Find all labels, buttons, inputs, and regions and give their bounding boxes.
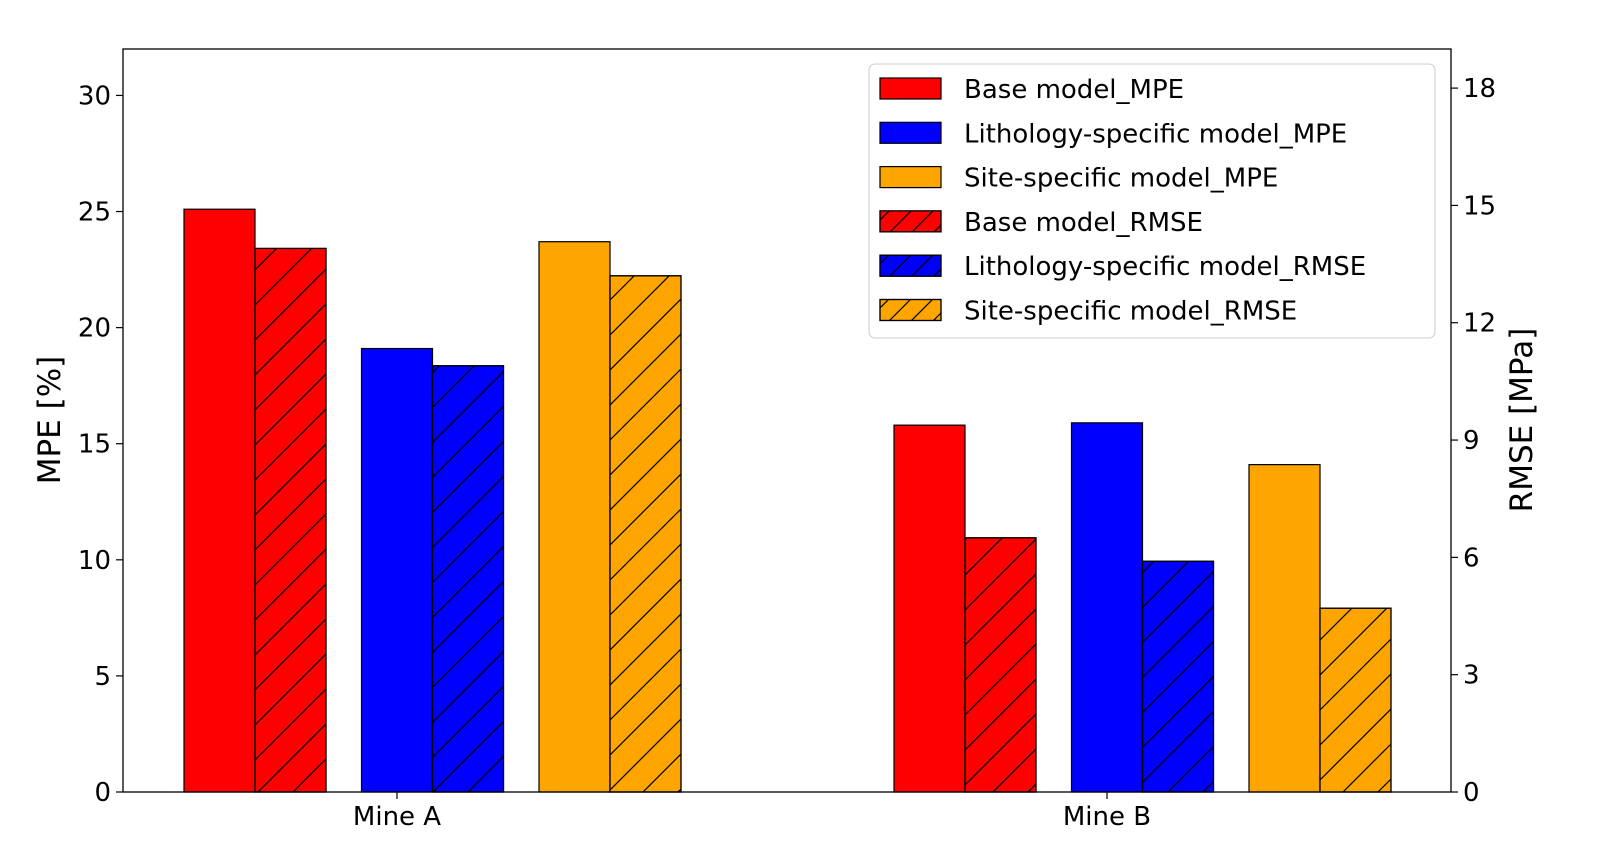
y-tick-label: 20: [78, 314, 111, 344]
legend-label: Lithology-specific model_MPE: [964, 119, 1347, 149]
y2-tick-label: 15: [1463, 191, 1496, 221]
legend-swatch-hatch: [879, 298, 942, 322]
plot-frame: [122, 48, 1452, 793]
bar-hatch: [1141, 560, 1215, 793]
legend-label: Base model_RMSE: [964, 208, 1203, 238]
bar: [183, 208, 256, 793]
left-axis: 0 5 10 15 20 25 30: [78, 81, 123, 808]
y2-tick-label: 12: [1463, 309, 1496, 339]
x-tick-label: Mine A: [353, 802, 441, 832]
bar: [1248, 464, 1321, 793]
y2-tick-label: 9: [1463, 426, 1480, 456]
y-tick-label: 5: [94, 662, 111, 692]
y-tick-label: 10: [78, 546, 111, 576]
bar-hatch: [1319, 607, 1392, 793]
y2-tick-label: 0: [1463, 778, 1480, 808]
legend-swatch-hatch: [879, 254, 942, 277]
bar: [360, 347, 434, 793]
y-tick-label: 15: [78, 430, 111, 460]
legend-label: Site-specific model_RMSE: [964, 297, 1297, 327]
bar-hatch: [609, 275, 682, 793]
y2-axis-label: RMSE [MPa]: [1504, 328, 1540, 513]
y2-tick-label: 6: [1463, 543, 1480, 573]
bar-hatch: [964, 537, 1037, 793]
bar: [538, 241, 611, 793]
x-tick-label: Mine B: [1063, 802, 1151, 832]
bar-hatch: [254, 247, 327, 793]
y-tick-label: 30: [78, 81, 111, 111]
legend-label: Base model_MPE: [964, 75, 1184, 105]
y-tick-label: 0: [94, 778, 111, 808]
legend-label: Lithology-specific model_RMSE: [964, 252, 1366, 282]
x-axis: Mine A Mine B: [353, 792, 1151, 832]
y-tick-label: 25: [78, 198, 111, 228]
y2-tick-label: 18: [1463, 74, 1496, 104]
y-axis-label: MPE [%]: [32, 356, 68, 485]
legend-swatch: [879, 121, 942, 144]
right-axis: 0 3 6 9 12 15 18: [1451, 74, 1496, 808]
bar: [893, 424, 966, 793]
bars-group: [183, 208, 1392, 793]
bar-hatch: [431, 365, 505, 793]
legend-label: Site-specific model_MPE: [964, 164, 1278, 194]
legend-swatch-hatch: [879, 210, 942, 233]
legend-swatch: [879, 77, 942, 100]
legend-swatch: [879, 166, 942, 189]
bar: [1070, 422, 1144, 793]
y2-tick-label: 3: [1463, 661, 1480, 691]
legend: Base model_MPE Lithology-specific model_M…: [868, 63, 1436, 339]
